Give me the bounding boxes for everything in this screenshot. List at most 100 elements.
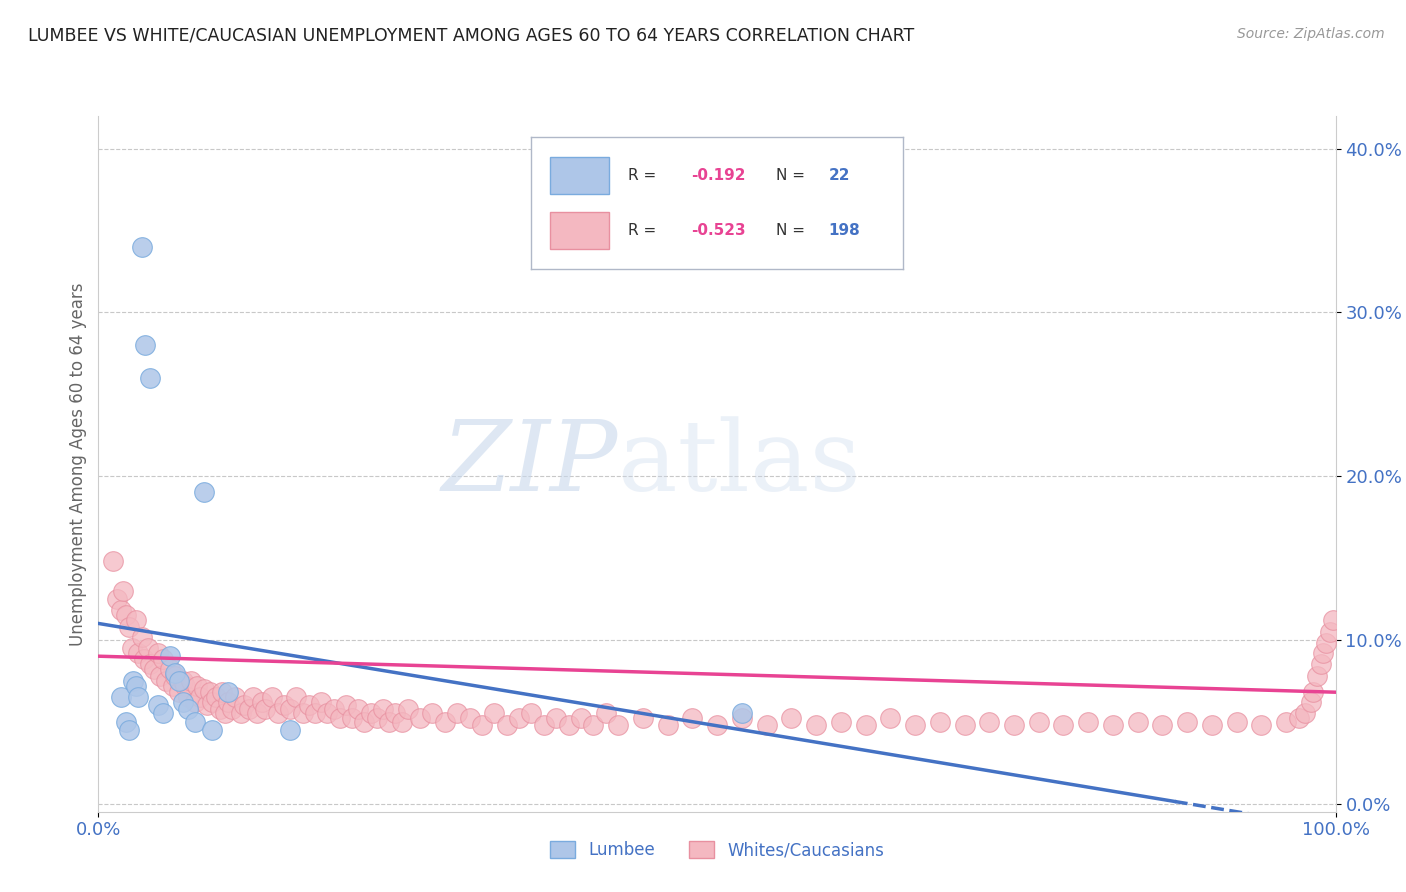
Point bbox=[188, 690, 211, 705]
Point bbox=[152, 706, 174, 721]
Text: LUMBEE VS WHITE/CAUCASIAN UNEMPLOYMENT AMONG AGES 60 TO 64 YEARS CORRELATION CHA: LUMBEE VS WHITE/CAUCASIAN UNEMPLOYMENT A… bbox=[28, 27, 914, 45]
Point bbox=[246, 706, 269, 721]
Point bbox=[409, 711, 432, 725]
Point bbox=[136, 640, 159, 655]
Point bbox=[1250, 718, 1272, 732]
Point bbox=[458, 711, 481, 725]
Point bbox=[238, 701, 260, 715]
Point bbox=[110, 690, 132, 705]
Point bbox=[195, 698, 218, 713]
Point bbox=[139, 371, 162, 385]
Point bbox=[176, 701, 198, 715]
Point bbox=[595, 706, 617, 721]
Point bbox=[233, 698, 256, 713]
Point bbox=[329, 711, 352, 725]
Point bbox=[1294, 706, 1316, 721]
Point bbox=[121, 640, 143, 655]
Point bbox=[217, 695, 239, 709]
Point bbox=[520, 706, 543, 721]
Point bbox=[904, 718, 927, 732]
Point bbox=[193, 485, 215, 500]
Point bbox=[360, 706, 382, 721]
Point bbox=[180, 673, 202, 688]
Point bbox=[508, 711, 530, 725]
Point bbox=[146, 646, 169, 660]
Point bbox=[112, 583, 135, 598]
Point bbox=[384, 706, 406, 721]
Point bbox=[285, 690, 308, 705]
Point bbox=[229, 706, 252, 721]
Point bbox=[159, 662, 181, 676]
Point bbox=[1002, 718, 1025, 732]
Point bbox=[152, 652, 174, 666]
Point bbox=[122, 673, 145, 688]
Point bbox=[731, 711, 754, 725]
Point bbox=[855, 718, 877, 732]
Point bbox=[533, 718, 555, 732]
Point bbox=[221, 701, 243, 715]
Point bbox=[193, 681, 215, 696]
Legend: Lumbee, Whites/Caucasians: Lumbee, Whites/Caucasians bbox=[544, 835, 890, 866]
Point bbox=[347, 701, 370, 715]
Point bbox=[422, 706, 444, 721]
Text: Source: ZipAtlas.com: Source: ZipAtlas.com bbox=[1237, 27, 1385, 41]
Point bbox=[131, 240, 153, 254]
Point bbox=[260, 690, 283, 705]
Point bbox=[322, 701, 344, 715]
Point bbox=[1275, 714, 1298, 729]
Point bbox=[267, 706, 290, 721]
Point bbox=[546, 711, 568, 725]
Point bbox=[149, 669, 172, 683]
Point bbox=[335, 698, 357, 713]
Point bbox=[830, 714, 852, 729]
Point bbox=[446, 706, 468, 721]
Point bbox=[316, 706, 339, 721]
Point bbox=[1322, 613, 1344, 627]
Point bbox=[631, 711, 654, 725]
Point bbox=[184, 714, 207, 729]
Point bbox=[124, 613, 146, 627]
Point bbox=[879, 711, 901, 725]
Point bbox=[278, 723, 301, 737]
Point bbox=[205, 690, 228, 705]
Point bbox=[1175, 714, 1198, 729]
Point bbox=[706, 718, 728, 732]
Point bbox=[131, 630, 153, 644]
Point bbox=[124, 679, 146, 693]
Point bbox=[291, 706, 314, 721]
Point bbox=[146, 698, 169, 713]
Point bbox=[127, 690, 149, 705]
Point bbox=[114, 608, 136, 623]
Point bbox=[1152, 718, 1174, 732]
Point bbox=[484, 706, 506, 721]
Point bbox=[309, 695, 332, 709]
Point bbox=[110, 603, 132, 617]
Point bbox=[1306, 669, 1329, 683]
Point bbox=[167, 673, 190, 688]
Point bbox=[471, 718, 494, 732]
Point bbox=[298, 698, 321, 713]
Point bbox=[396, 701, 419, 715]
Point bbox=[804, 718, 827, 732]
Point bbox=[1319, 624, 1341, 639]
Point bbox=[118, 723, 141, 737]
Y-axis label: Unemployment Among Ages 60 to 64 years: Unemployment Among Ages 60 to 64 years bbox=[69, 282, 87, 646]
Point bbox=[391, 714, 413, 729]
Point bbox=[184, 695, 207, 709]
Point bbox=[353, 714, 375, 729]
Point bbox=[172, 695, 194, 709]
Point bbox=[340, 711, 363, 725]
Point bbox=[103, 554, 125, 568]
Point bbox=[731, 706, 754, 721]
Point bbox=[607, 718, 630, 732]
Point bbox=[127, 646, 149, 660]
Point bbox=[371, 701, 394, 715]
Point bbox=[114, 714, 136, 729]
Point bbox=[242, 690, 264, 705]
Point bbox=[211, 685, 233, 699]
Text: atlas: atlas bbox=[619, 416, 860, 512]
Point bbox=[155, 673, 177, 688]
Point bbox=[953, 718, 976, 732]
Point bbox=[780, 711, 803, 725]
Point bbox=[198, 685, 221, 699]
